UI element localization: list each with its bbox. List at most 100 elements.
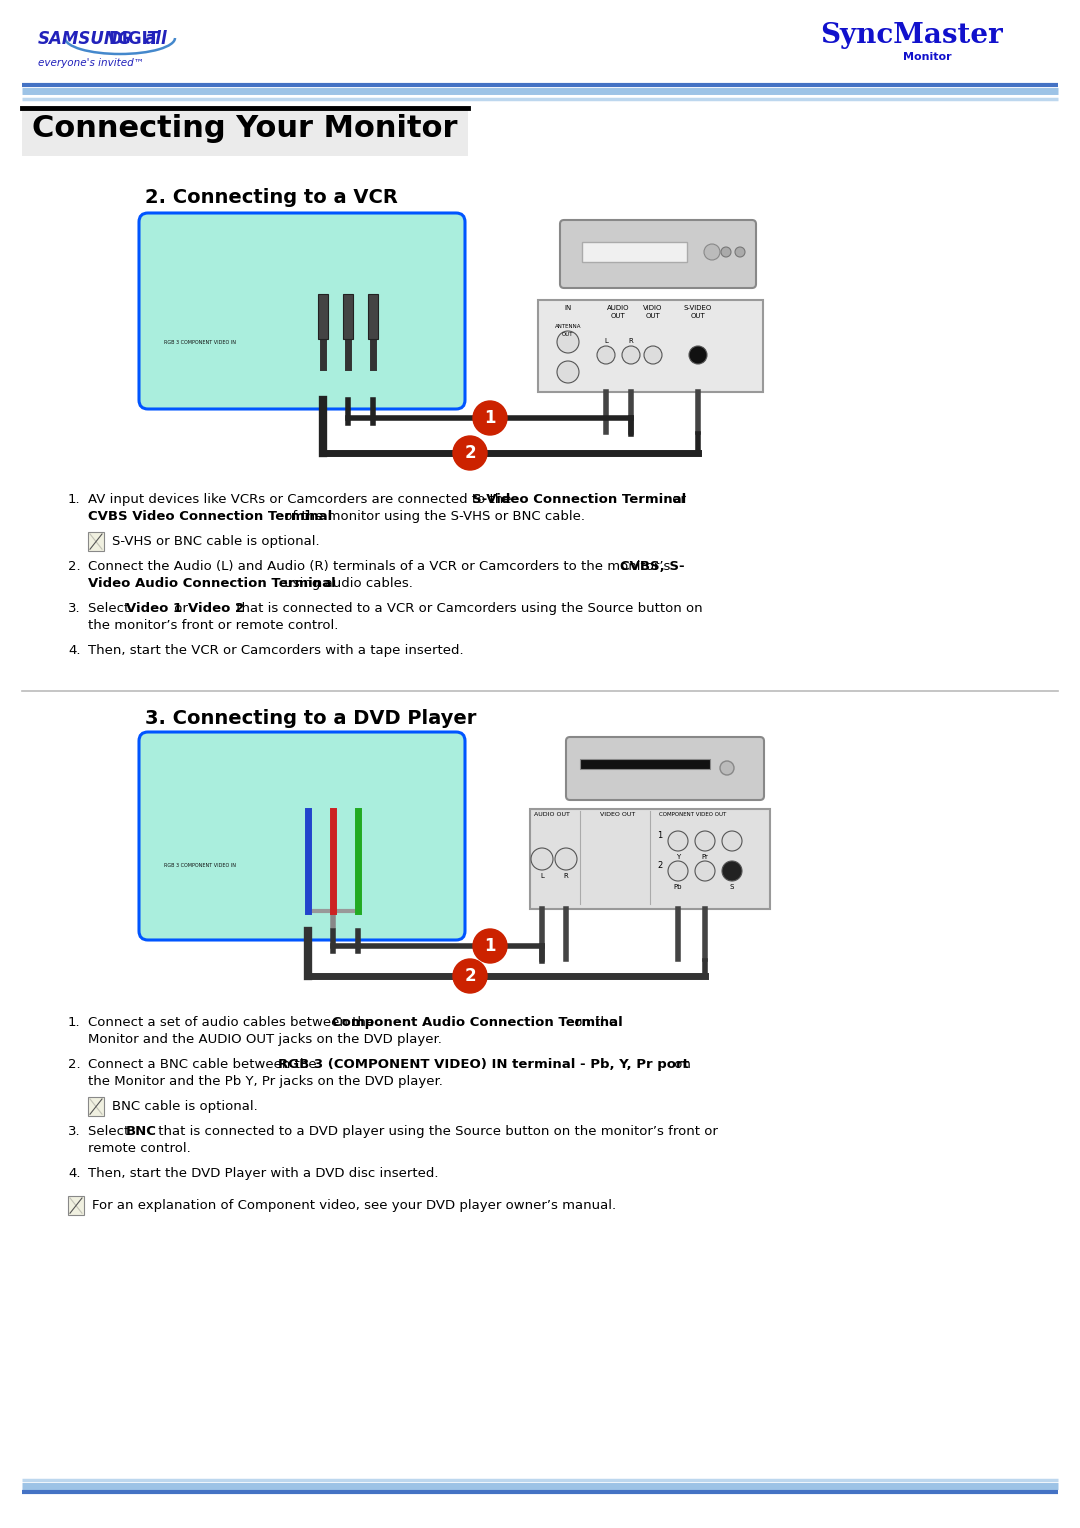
Circle shape bbox=[270, 277, 278, 284]
Circle shape bbox=[696, 831, 715, 851]
Circle shape bbox=[644, 345, 662, 364]
Text: 1: 1 bbox=[484, 937, 496, 955]
Text: AUDIO OUT: AUDIO OUT bbox=[535, 811, 570, 817]
Circle shape bbox=[357, 345, 367, 354]
Circle shape bbox=[473, 929, 507, 963]
Text: OUT: OUT bbox=[563, 332, 573, 338]
Text: S-VHS or BNC cable is optional.: S-VHS or BNC cable is optional. bbox=[112, 535, 320, 549]
Text: the monitor’s front or remote control.: the monitor’s front or remote control. bbox=[87, 619, 338, 633]
Text: 2: 2 bbox=[464, 445, 476, 461]
Text: VIDIO: VIDIO bbox=[644, 306, 663, 312]
Circle shape bbox=[473, 400, 507, 435]
Text: 2. Connecting to a VCR: 2. Connecting to a VCR bbox=[145, 188, 397, 206]
Text: the Monitor and the Pb Y, Pr jacks on the DVD player.: the Monitor and the Pb Y, Pr jacks on th… bbox=[87, 1076, 443, 1088]
Circle shape bbox=[669, 831, 688, 851]
Circle shape bbox=[689, 345, 707, 364]
Bar bbox=[348, 866, 376, 882]
Text: Video 1: Video 1 bbox=[126, 602, 183, 614]
Circle shape bbox=[206, 788, 222, 805]
Text: Component Audio Connection Terminal: Component Audio Connection Terminal bbox=[332, 1016, 623, 1028]
Text: Monitor and the AUDIO OUT jacks on the DVD player.: Monitor and the AUDIO OUT jacks on the D… bbox=[87, 1033, 442, 1047]
Text: Pr: Pr bbox=[702, 854, 708, 860]
Text: SAMSUNG: SAMSUNG bbox=[38, 31, 133, 47]
Circle shape bbox=[222, 248, 230, 257]
Text: Pb: Pb bbox=[674, 885, 683, 889]
Bar bbox=[313, 889, 341, 905]
Circle shape bbox=[345, 788, 360, 805]
Circle shape bbox=[255, 766, 261, 773]
Circle shape bbox=[322, 788, 338, 805]
Bar bbox=[313, 362, 341, 377]
Text: AV input devices like VCRs or Camcorders are connected to the: AV input devices like VCRs or Camcorders… bbox=[87, 494, 516, 506]
Bar bbox=[348, 362, 376, 377]
Circle shape bbox=[270, 248, 278, 257]
Circle shape bbox=[298, 766, 306, 773]
Circle shape bbox=[265, 270, 283, 289]
Text: 1.: 1. bbox=[68, 1016, 81, 1028]
Text: or: or bbox=[669, 494, 686, 506]
Bar bbox=[313, 866, 341, 882]
Bar bbox=[386, 889, 416, 908]
Text: COMPONENT VIDEO OUT: COMPONENT VIDEO OUT bbox=[660, 811, 727, 817]
Bar bbox=[68, 1196, 84, 1215]
Circle shape bbox=[597, 345, 615, 364]
Bar bbox=[22, 108, 468, 156]
Text: Select: Select bbox=[87, 602, 134, 614]
Circle shape bbox=[217, 270, 235, 289]
Text: 3.: 3. bbox=[68, 602, 81, 614]
Text: Connect a BNC cable between the: Connect a BNC cable between the bbox=[87, 1057, 321, 1071]
Text: of the monitor using the S-VHS or BNC cable.: of the monitor using the S-VHS or BNC ca… bbox=[280, 510, 585, 523]
Text: 1: 1 bbox=[484, 410, 496, 426]
Circle shape bbox=[198, 277, 206, 284]
Circle shape bbox=[193, 270, 211, 289]
Bar bbox=[348, 342, 376, 358]
Bar bbox=[580, 759, 710, 769]
Text: 3. Connecting to a DVD Player: 3. Connecting to a DVD Player bbox=[145, 709, 476, 727]
Circle shape bbox=[322, 365, 332, 374]
Text: Connecting Your Monitor: Connecting Your Monitor bbox=[32, 115, 458, 144]
Circle shape bbox=[696, 860, 715, 882]
Text: on: on bbox=[670, 1057, 691, 1071]
Text: OUT: OUT bbox=[610, 313, 625, 319]
Text: 1: 1 bbox=[658, 831, 663, 840]
Circle shape bbox=[557, 332, 579, 353]
Text: S-VIDEO: S-VIDEO bbox=[684, 306, 712, 312]
Bar bbox=[160, 338, 305, 390]
Text: S: S bbox=[730, 885, 734, 889]
Text: CVBS Video Connection Terminal: CVBS Video Connection Terminal bbox=[87, 510, 333, 523]
Circle shape bbox=[184, 761, 200, 778]
Circle shape bbox=[531, 848, 553, 869]
Text: 4.: 4. bbox=[68, 643, 81, 657]
Circle shape bbox=[265, 243, 283, 261]
Text: or: or bbox=[170, 602, 192, 614]
Bar bbox=[368, 293, 378, 339]
Text: DIGIT: DIGIT bbox=[108, 31, 159, 47]
Text: OUT: OUT bbox=[690, 313, 705, 319]
Text: RGB 3 COMPONENT VIDEO IN: RGB 3 COMPONENT VIDEO IN bbox=[164, 341, 237, 345]
Bar bbox=[348, 889, 376, 905]
Text: Monitor: Monitor bbox=[903, 52, 951, 63]
FancyBboxPatch shape bbox=[566, 736, 764, 801]
Bar bbox=[313, 342, 341, 358]
Circle shape bbox=[276, 766, 283, 773]
Text: BNC: BNC bbox=[126, 1125, 157, 1138]
Circle shape bbox=[322, 869, 332, 879]
Text: OUT: OUT bbox=[646, 313, 660, 319]
Circle shape bbox=[555, 848, 577, 869]
Circle shape bbox=[222, 277, 230, 284]
Text: ANTENNA: ANTENNA bbox=[555, 324, 581, 329]
Circle shape bbox=[162, 761, 178, 778]
Bar bbox=[386, 863, 416, 882]
Text: on the: on the bbox=[570, 1016, 617, 1028]
Bar bbox=[160, 860, 305, 918]
Circle shape bbox=[322, 892, 332, 902]
Circle shape bbox=[211, 766, 217, 773]
Text: VIDEO OUT: VIDEO OUT bbox=[600, 811, 636, 817]
Bar bbox=[530, 808, 770, 909]
FancyBboxPatch shape bbox=[139, 212, 465, 410]
Circle shape bbox=[669, 860, 688, 882]
Text: R: R bbox=[629, 338, 633, 344]
Text: Video 2: Video 2 bbox=[188, 602, 244, 614]
Text: S-Video Connection Terminal: S-Video Connection Terminal bbox=[472, 494, 686, 506]
Text: AUDIO: AUDIO bbox=[607, 306, 630, 312]
